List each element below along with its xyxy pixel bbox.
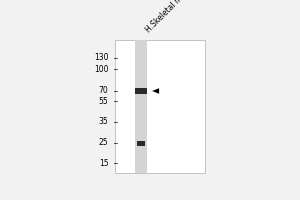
Text: 100: 100 — [94, 65, 108, 74]
Text: H.Skeletal muscle: H.Skeletal muscle — [145, 0, 199, 35]
Bar — [136, 141, 146, 146]
Bar — [135, 88, 147, 94]
Text: 35: 35 — [99, 117, 108, 126]
Text: 130: 130 — [94, 53, 108, 62]
Text: 70: 70 — [99, 86, 108, 95]
Bar — [116, 40, 205, 173]
Text: 25: 25 — [99, 138, 108, 147]
Text: 55: 55 — [99, 97, 108, 106]
Text: 15: 15 — [99, 159, 108, 168]
Polygon shape — [152, 88, 159, 94]
Bar — [135, 40, 147, 173]
